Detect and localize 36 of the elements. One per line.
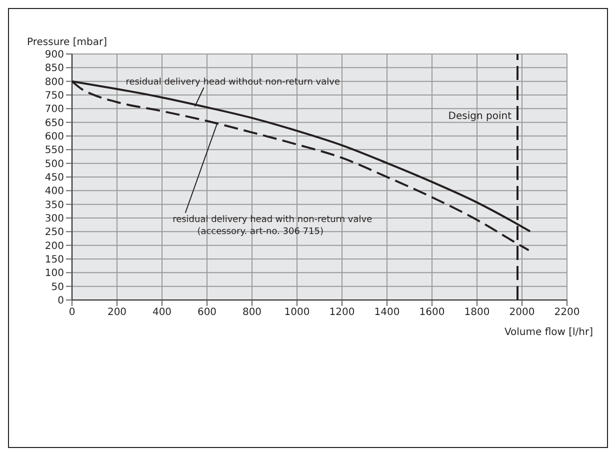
y-tick-label: 200 [44,240,64,252]
y-tick-label: 800 [44,76,64,88]
y-tick-label: 350 [44,200,64,211]
x-tick-label: 800 [242,307,262,318]
y-tick-label: 750 [44,90,64,102]
y-tick-label: 550 [44,145,64,156]
y-tick-label: 50 [51,282,64,293]
y-tick-label: 850 [44,63,64,74]
annotation: residual delivery head with non-return valve (accessory. art-no. 306 715) [172,214,373,237]
x-tick-label: 1400 [374,307,400,318]
x-axis-title: Volume flow [l/hr] [504,327,593,338]
y-tick-label: 300 [44,214,64,225]
ref-line-label: Design point [448,111,512,122]
y-tick-label: 650 [44,118,64,129]
x-tick-label: 1000 [284,307,310,318]
y-tick-label: 0 [58,296,64,307]
annotation: residual delivery head without non-return valve [126,77,340,88]
x-tick-label: 1800 [464,307,490,318]
x-tick-label: 200 [107,307,127,318]
y-tick-label: 450 [44,172,64,184]
y-tick-label: 900 [44,50,64,61]
y-tick-label: 100 [44,268,64,280]
x-tick-label: 2000 [509,307,535,318]
y-tick-label: 700 [44,104,64,116]
y-tick-label: 600 [44,132,64,143]
x-tick-label: 0 [68,307,76,318]
y-axis-title: Pressure [mbar] [27,37,108,48]
y-tick-label: 500 [44,158,64,170]
x-tick-label: 1600 [419,307,445,318]
y-tick-label: 150 [44,254,64,266]
y-tick-label: 250 [44,227,64,238]
x-tick-label: 1200 [329,307,355,318]
x-tick-label: 600 [197,307,217,318]
x-tick-label: 400 [152,307,172,318]
x-tick-label: 2200 [554,307,580,318]
y-tick-label: 400 [44,186,64,198]
